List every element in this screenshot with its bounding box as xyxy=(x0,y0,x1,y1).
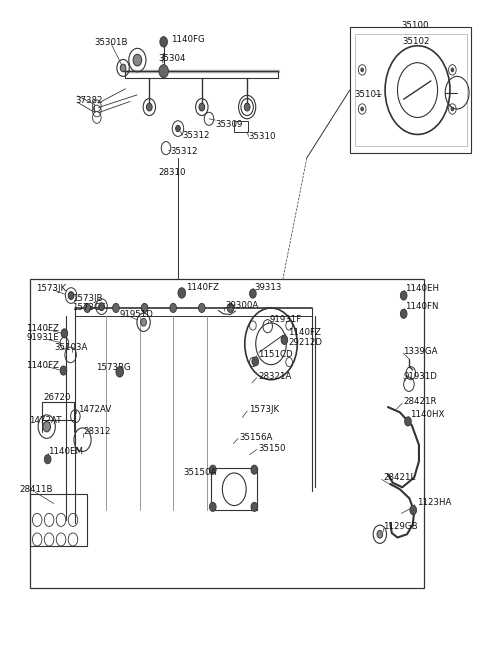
Circle shape xyxy=(120,64,126,72)
Circle shape xyxy=(405,417,411,426)
Text: 35103A: 35103A xyxy=(55,343,88,352)
Circle shape xyxy=(68,291,74,299)
Text: 1140FZ: 1140FZ xyxy=(186,282,219,291)
Circle shape xyxy=(199,103,204,111)
Text: 37382: 37382 xyxy=(75,96,103,105)
Circle shape xyxy=(250,289,256,298)
Text: 28421L: 28421L xyxy=(383,473,415,482)
Bar xyxy=(211,468,257,510)
Text: 91931E: 91931E xyxy=(26,333,59,343)
Text: 35312: 35312 xyxy=(171,147,198,156)
Circle shape xyxy=(141,303,148,312)
Text: 1123HA: 1123HA xyxy=(417,498,451,507)
Circle shape xyxy=(244,103,250,111)
Text: 28411B: 28411B xyxy=(20,485,53,494)
Text: 35150A: 35150A xyxy=(184,468,217,477)
Bar xyxy=(30,278,424,588)
Circle shape xyxy=(361,68,364,72)
Circle shape xyxy=(99,303,105,310)
Text: 1573JK: 1573JK xyxy=(36,284,66,293)
Text: 28310: 28310 xyxy=(158,168,185,178)
Text: 91931D: 91931D xyxy=(403,372,437,381)
Circle shape xyxy=(84,303,91,312)
Circle shape xyxy=(451,107,454,111)
Bar xyxy=(350,28,471,153)
Text: 91931F: 91931F xyxy=(270,315,302,324)
Text: 91951D: 91951D xyxy=(120,310,154,319)
Text: 35309: 35309 xyxy=(215,119,242,128)
Text: 26720: 26720 xyxy=(43,394,71,402)
Circle shape xyxy=(361,107,364,111)
Text: 39313: 39313 xyxy=(254,282,282,291)
Text: 1573JK: 1573JK xyxy=(249,405,279,414)
Text: 1140HX: 1140HX xyxy=(410,411,445,419)
Text: 1140FN: 1140FN xyxy=(405,302,438,311)
Text: 1140FZ: 1140FZ xyxy=(26,324,59,333)
Circle shape xyxy=(251,502,258,512)
Circle shape xyxy=(400,309,407,318)
Text: 1140FG: 1140FG xyxy=(171,35,204,44)
Text: 1140EM: 1140EM xyxy=(48,447,83,456)
Text: 35301B: 35301B xyxy=(95,38,128,47)
Bar xyxy=(42,402,74,420)
Text: 35310: 35310 xyxy=(249,132,276,141)
Text: 39300A: 39300A xyxy=(226,301,259,310)
Circle shape xyxy=(410,506,417,515)
Circle shape xyxy=(44,455,51,464)
Text: 1573GF: 1573GF xyxy=(72,303,106,312)
Circle shape xyxy=(251,465,258,474)
Circle shape xyxy=(61,329,68,338)
Text: 1472AV: 1472AV xyxy=(78,405,111,414)
Text: 35150: 35150 xyxy=(258,443,286,453)
Circle shape xyxy=(160,37,168,47)
Text: 1129GB: 1129GB xyxy=(383,522,418,531)
Circle shape xyxy=(116,367,123,377)
Text: 1472AT: 1472AT xyxy=(29,416,61,424)
Bar xyxy=(30,494,87,546)
Circle shape xyxy=(60,366,67,375)
Bar xyxy=(355,34,467,146)
Text: 28321A: 28321A xyxy=(258,372,291,381)
Text: 29212D: 29212D xyxy=(288,338,323,347)
Circle shape xyxy=(227,303,234,312)
Circle shape xyxy=(252,357,259,366)
Text: 35312: 35312 xyxy=(183,130,210,140)
Text: 1151CD: 1151CD xyxy=(258,350,293,359)
Text: 1140FZ: 1140FZ xyxy=(288,328,321,337)
Circle shape xyxy=(141,318,146,326)
Circle shape xyxy=(451,68,454,72)
Circle shape xyxy=(176,125,180,132)
Circle shape xyxy=(199,303,205,312)
Circle shape xyxy=(43,421,50,432)
Text: 35101: 35101 xyxy=(355,90,382,98)
Circle shape xyxy=(170,303,177,312)
Circle shape xyxy=(159,65,168,78)
Circle shape xyxy=(377,531,383,538)
Circle shape xyxy=(209,465,216,474)
Text: 1573BG: 1573BG xyxy=(96,364,131,373)
Text: 28312: 28312 xyxy=(84,427,111,436)
Circle shape xyxy=(133,54,142,66)
Text: 1140EH: 1140EH xyxy=(405,284,439,293)
Text: 35156A: 35156A xyxy=(239,432,273,441)
Circle shape xyxy=(400,291,407,300)
Text: 1339GA: 1339GA xyxy=(403,347,438,356)
Text: 1573JB: 1573JB xyxy=(72,293,103,303)
Text: 28421R: 28421R xyxy=(404,398,437,406)
Circle shape xyxy=(281,335,288,345)
Text: 1140FZ: 1140FZ xyxy=(26,361,59,370)
Text: 35102: 35102 xyxy=(402,37,430,47)
Text: 35304: 35304 xyxy=(159,54,186,63)
Circle shape xyxy=(209,502,216,512)
Circle shape xyxy=(146,103,152,111)
Text: 35100: 35100 xyxy=(401,21,429,30)
Circle shape xyxy=(113,303,119,312)
Circle shape xyxy=(178,288,186,298)
Bar xyxy=(234,121,248,132)
